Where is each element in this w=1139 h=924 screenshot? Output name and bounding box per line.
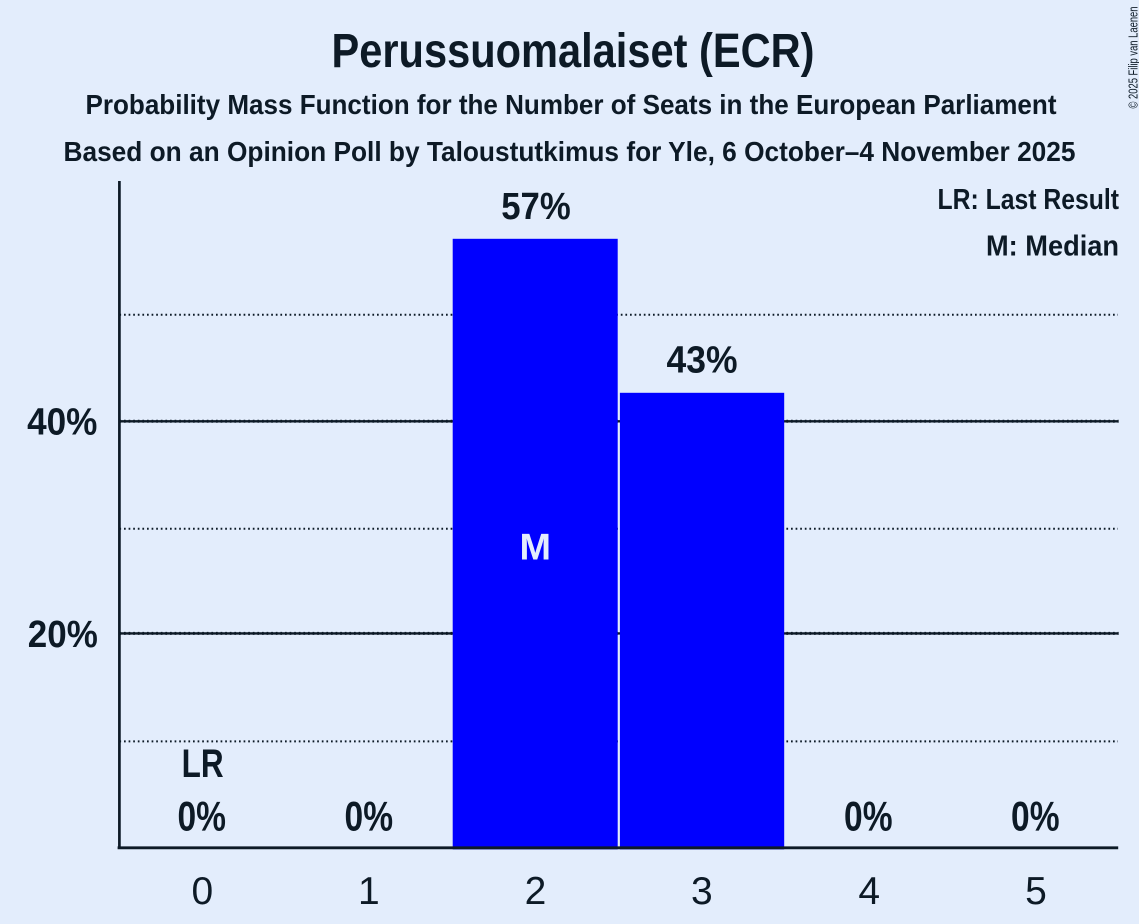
svg-text:M: Median: M: Median — [986, 231, 1119, 263]
svg-text:40%: 40% — [27, 402, 97, 444]
svg-text:Based on an Opinion Poll by Ta: Based on an Opinion Poll by Taloustutkim… — [64, 136, 1076, 167]
svg-text:0: 0 — [191, 870, 213, 913]
svg-text:0%: 0% — [345, 792, 394, 839]
svg-text:© 2025 Filip van Laenen: © 2025 Filip van Laenen — [1126, 7, 1139, 109]
svg-text:1: 1 — [358, 870, 380, 913]
svg-text:0%: 0% — [844, 792, 893, 839]
svg-text:57%: 57% — [501, 186, 571, 228]
svg-text:2: 2 — [525, 870, 547, 913]
svg-text:5: 5 — [1025, 870, 1047, 913]
svg-text:0%: 0% — [177, 792, 226, 839]
svg-text:4: 4 — [858, 870, 880, 913]
svg-text:LR: Last Result: LR: Last Result — [938, 184, 1120, 216]
svg-text:43%: 43% — [667, 340, 738, 382]
svg-text:M: M — [520, 527, 552, 568]
svg-text:0%: 0% — [1011, 792, 1060, 839]
svg-text:3: 3 — [691, 870, 713, 913]
svg-text:Probability Mass Function for: Probability Mass Function for the Number… — [86, 89, 1057, 120]
svg-text:LR: LR — [182, 742, 224, 786]
svg-text:20%: 20% — [28, 614, 98, 656]
svg-text:Perussuomalaiset (ECR): Perussuomalaiset (ECR) — [332, 25, 815, 78]
